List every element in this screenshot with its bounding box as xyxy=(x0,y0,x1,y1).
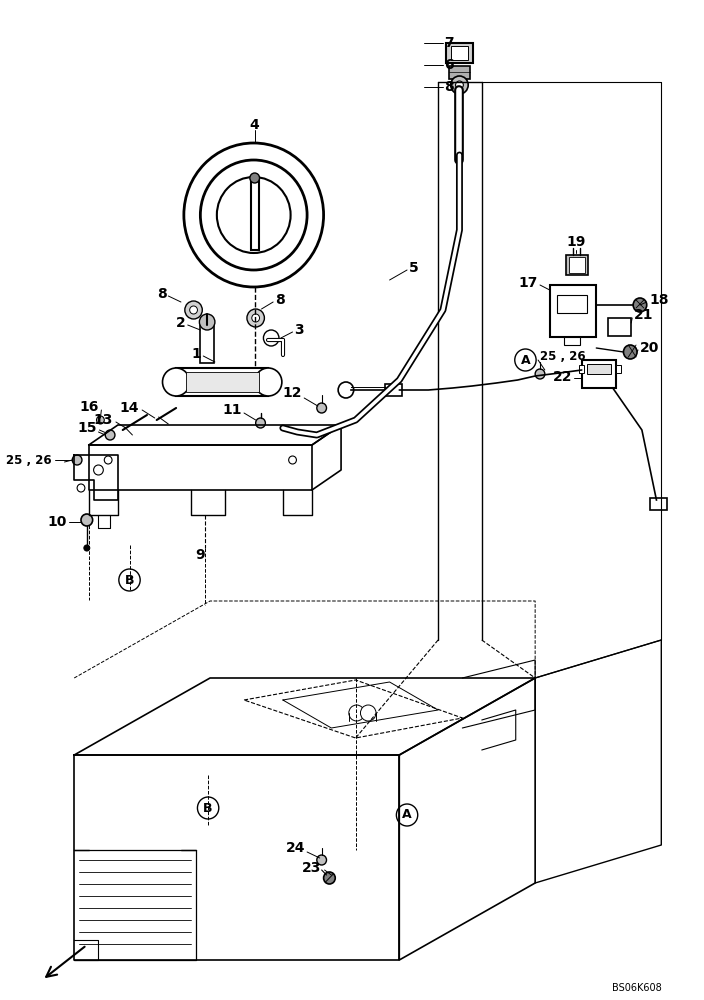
Circle shape xyxy=(96,416,104,424)
Text: 24: 24 xyxy=(286,841,305,855)
Text: A: A xyxy=(521,354,530,366)
Text: 16: 16 xyxy=(79,400,99,414)
Circle shape xyxy=(197,797,219,819)
Circle shape xyxy=(184,143,324,287)
Circle shape xyxy=(455,81,463,89)
Text: 13: 13 xyxy=(94,413,113,427)
Bar xyxy=(566,255,588,275)
Bar xyxy=(176,368,268,396)
Circle shape xyxy=(252,314,260,322)
Circle shape xyxy=(77,484,85,492)
Text: 5: 5 xyxy=(409,261,419,275)
Bar xyxy=(582,360,616,388)
Circle shape xyxy=(624,345,637,359)
Text: 15: 15 xyxy=(77,421,96,435)
Circle shape xyxy=(289,456,296,464)
Text: 2: 2 xyxy=(176,316,186,330)
Bar xyxy=(251,180,258,250)
Text: 11: 11 xyxy=(222,403,242,417)
Circle shape xyxy=(255,368,282,396)
Circle shape xyxy=(163,368,189,396)
Circle shape xyxy=(185,301,202,319)
Circle shape xyxy=(451,76,468,94)
Text: 3: 3 xyxy=(294,323,304,337)
Circle shape xyxy=(317,403,327,413)
Text: 8: 8 xyxy=(444,80,453,94)
Circle shape xyxy=(201,160,307,270)
Text: 17: 17 xyxy=(519,276,538,290)
Circle shape xyxy=(338,382,353,398)
Text: 14: 14 xyxy=(120,401,139,415)
Text: 25 , 26: 25 , 26 xyxy=(6,454,52,466)
Circle shape xyxy=(515,349,536,371)
Circle shape xyxy=(217,177,291,253)
Text: 20: 20 xyxy=(640,341,660,355)
Text: 25 , 26: 25 , 26 xyxy=(540,351,586,363)
Text: 10: 10 xyxy=(47,515,66,529)
Bar xyxy=(201,325,214,363)
Text: B: B xyxy=(203,802,213,814)
Bar xyxy=(608,318,631,336)
Bar xyxy=(186,372,258,392)
Circle shape xyxy=(396,804,417,826)
Text: 21: 21 xyxy=(634,308,653,322)
Circle shape xyxy=(106,430,115,440)
Circle shape xyxy=(324,872,335,884)
Circle shape xyxy=(348,705,365,721)
Circle shape xyxy=(317,855,327,865)
Text: 7: 7 xyxy=(444,36,453,50)
Text: 23: 23 xyxy=(302,861,322,875)
Bar xyxy=(565,337,580,345)
Circle shape xyxy=(119,569,140,591)
Bar xyxy=(550,285,596,337)
Text: 4: 4 xyxy=(250,118,260,132)
Circle shape xyxy=(199,314,215,330)
Circle shape xyxy=(633,298,647,312)
Text: A: A xyxy=(402,808,412,822)
Circle shape xyxy=(256,418,265,428)
Circle shape xyxy=(360,705,376,721)
Bar xyxy=(650,498,667,510)
Circle shape xyxy=(247,309,265,327)
Bar xyxy=(579,365,584,373)
Bar xyxy=(446,43,473,63)
Circle shape xyxy=(84,545,89,551)
Circle shape xyxy=(81,514,93,526)
Text: 6: 6 xyxy=(444,58,453,72)
Text: B: B xyxy=(125,574,134,586)
Bar xyxy=(569,257,584,273)
Circle shape xyxy=(73,455,82,465)
Circle shape xyxy=(250,173,260,183)
Bar xyxy=(558,295,586,313)
Circle shape xyxy=(263,330,279,346)
Text: 12: 12 xyxy=(283,386,302,400)
Text: 19: 19 xyxy=(566,235,586,249)
Bar xyxy=(451,46,468,60)
Bar xyxy=(384,384,402,396)
Circle shape xyxy=(189,306,197,314)
Text: 18: 18 xyxy=(650,293,670,307)
Bar xyxy=(586,364,611,374)
Circle shape xyxy=(94,465,103,475)
Text: 1: 1 xyxy=(191,347,201,361)
Bar xyxy=(616,365,620,373)
Text: 9: 9 xyxy=(196,548,205,562)
Text: 8: 8 xyxy=(156,287,166,301)
Bar xyxy=(448,66,470,79)
Text: 22: 22 xyxy=(553,370,572,384)
Circle shape xyxy=(535,369,545,379)
Text: 8: 8 xyxy=(275,293,285,307)
Text: BS06K608: BS06K608 xyxy=(612,983,661,993)
Circle shape xyxy=(104,456,112,464)
